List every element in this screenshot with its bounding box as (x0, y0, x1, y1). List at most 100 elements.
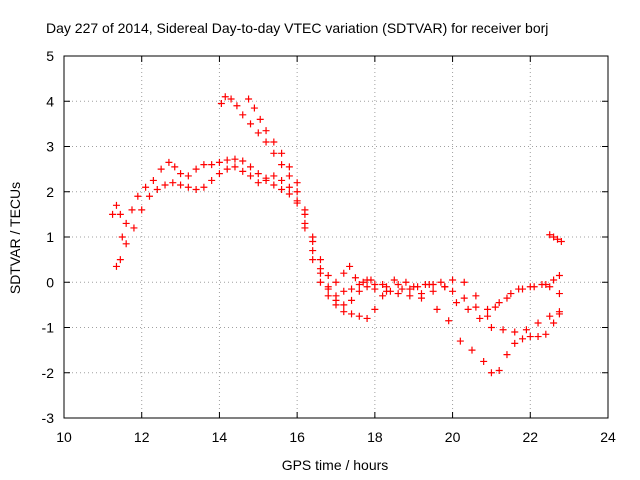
data-point-marker (460, 278, 468, 286)
data-point-marker (200, 183, 208, 191)
y-tick-label: 3 (46, 139, 54, 155)
data-point-marker (285, 183, 293, 191)
data-point-marker (398, 285, 406, 293)
data-point-marker (208, 176, 216, 184)
series-track-4 (245, 95, 563, 320)
data-point-marker (153, 185, 161, 193)
data-point-marker (383, 283, 391, 291)
data-point-marker (414, 283, 422, 291)
data-point-marker (390, 276, 398, 284)
data-point-marker (239, 157, 247, 165)
data-point-marker (355, 281, 363, 289)
data-point-marker (250, 104, 258, 112)
data-point-marker (254, 179, 262, 187)
data-point-marker (254, 129, 262, 137)
data-point-marker (542, 330, 550, 338)
data-point-marker (293, 179, 301, 187)
data-point-marker (555, 290, 563, 298)
data-point-marker (402, 278, 410, 286)
y-tick-label: 5 (46, 48, 54, 64)
data-point-marker (270, 149, 278, 157)
data-point-marker (118, 233, 126, 241)
data-point-marker (239, 111, 247, 119)
y-tick-label: 0 (46, 274, 54, 290)
data-point-marker (285, 163, 293, 171)
series-track-3 (217, 93, 563, 313)
data-point-marker (192, 165, 200, 173)
data-point-marker (406, 292, 414, 300)
data-point-marker (293, 197, 301, 205)
data-point-marker (112, 201, 120, 209)
data-point-marker (515, 285, 523, 293)
data-point-marker (379, 281, 387, 289)
data-point-marker (215, 158, 223, 166)
data-point-marker (177, 181, 185, 189)
data-point-marker (332, 278, 340, 286)
data-point-marker (254, 170, 262, 178)
data-point-marker (233, 102, 241, 110)
data-point-marker (215, 170, 223, 178)
data-point-marker (503, 294, 511, 302)
x-tick-label: 12 (134, 429, 150, 445)
data-point-marker (223, 156, 231, 164)
data-point-marker (301, 224, 309, 232)
data-point-marker (270, 172, 278, 180)
data-point-marker (177, 170, 185, 178)
data-point-marker (351, 274, 359, 282)
data-point-marker (285, 190, 293, 198)
data-point-marker (262, 127, 270, 135)
data-point-marker (171, 163, 179, 171)
data-point-marker (161, 181, 169, 189)
data-point-marker (526, 333, 534, 341)
data-point-marker (526, 283, 534, 291)
series-track-2 (112, 163, 563, 377)
data-point-marker (142, 183, 150, 191)
data-point-marker (270, 181, 278, 189)
data-point-marker (217, 100, 225, 108)
data-point-marker (208, 161, 216, 169)
data-point-marker (184, 172, 192, 180)
data-point-marker (522, 326, 530, 334)
data-point-marker (109, 210, 117, 218)
data-point-marker (247, 120, 255, 128)
x-tick-label: 20 (445, 429, 461, 445)
data-point-marker (503, 351, 511, 359)
data-point-marker (519, 335, 527, 343)
data-point-marker (487, 369, 495, 377)
x-tick-label: 22 (522, 429, 538, 445)
x-tick-label: 16 (289, 429, 305, 445)
data-point-marker (445, 317, 453, 325)
data-point-marker (316, 256, 324, 264)
data-point-marker (184, 183, 192, 191)
data-point-marker (247, 163, 255, 171)
x-tick-label: 18 (367, 429, 383, 445)
data-point-marker (394, 281, 402, 289)
data-point-marker (379, 292, 387, 300)
data-point-marker (324, 283, 332, 291)
data-point-marker (550, 319, 558, 327)
data-point-marker (367, 276, 375, 284)
y-tick-label: -1 (42, 320, 55, 336)
data-point-marker (293, 188, 301, 196)
data-point-marker (386, 287, 394, 295)
data-point-marker (546, 231, 554, 239)
x-tick-label: 24 (600, 429, 616, 445)
data-point-marker (359, 278, 367, 286)
data-point-marker (122, 240, 130, 248)
data-point-marker (348, 310, 356, 318)
data-point-marker (340, 269, 348, 277)
data-point-marker (538, 281, 546, 289)
data-point-marker (309, 256, 317, 264)
data-point-marker (122, 219, 130, 227)
data-point-marker (112, 262, 120, 270)
data-point-marker (487, 324, 495, 331)
data-point-marker (134, 192, 142, 200)
data-point-marker (169, 179, 177, 187)
data-point-marker (316, 265, 324, 273)
data-point-marker (223, 165, 231, 173)
plot-frame (63, 55, 609, 419)
data-point-marker (309, 233, 317, 241)
data-point-marker (546, 312, 554, 320)
data-point-marker (468, 346, 476, 354)
x-tick-label: 10 (56, 429, 72, 445)
